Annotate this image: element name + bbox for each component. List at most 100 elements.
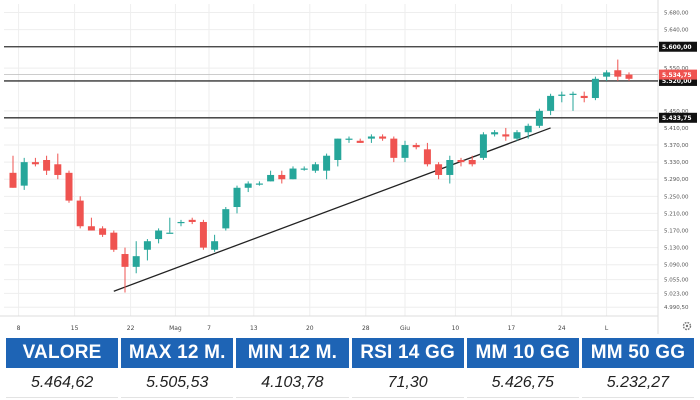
level-price-label: 5.520,00	[662, 78, 692, 85]
x-tick-label: 20	[306, 325, 314, 332]
y-tick-label: 5.210,00	[664, 211, 689, 217]
candle-body	[300, 168, 308, 170]
candle-body	[87, 226, 95, 231]
candle-body	[491, 132, 499, 135]
candle-body	[569, 93, 577, 95]
y-tick-label: 5.170,00	[664, 229, 689, 235]
candle-body	[367, 136, 375, 139]
last-price-label: 5.534,75	[662, 72, 692, 79]
x-tick-label: 13	[250, 325, 258, 332]
y-tick-label: 5.090,00	[664, 263, 689, 269]
header-mm-50: MM 50 GG	[581, 338, 695, 368]
candle-body	[155, 230, 163, 240]
candle-body	[76, 200, 84, 227]
header-valore: VALORE	[6, 338, 119, 368]
candle-body	[457, 160, 465, 163]
x-tick-label: 7	[207, 325, 211, 332]
candle-body	[110, 232, 118, 250]
level-price-label: 5.433,75	[662, 115, 692, 122]
level-price-tag	[659, 41, 697, 52]
candle-body	[311, 164, 319, 171]
candle-body	[65, 172, 73, 201]
candle-body	[121, 254, 129, 267]
value-min-12m: 4.103,78	[236, 368, 349, 398]
x-tick-label: 8	[17, 325, 21, 332]
y-tick-label: 5.250,00	[664, 194, 689, 200]
candle-body	[423, 149, 431, 165]
candle-body	[345, 138, 353, 140]
candle-body	[379, 136, 387, 139]
candle-body	[267, 174, 275, 182]
candle-body	[188, 219, 196, 222]
value-max-12m: 5.505,53	[121, 368, 234, 398]
candle-body	[132, 256, 140, 267]
stats-header-row: VALORE MAX 12 M. MIN 12 M. RSI 14 GG MM …	[6, 338, 695, 368]
x-tick-label: 17	[508, 325, 516, 332]
candle-body	[513, 132, 521, 139]
value-valore: 5.464,62	[6, 368, 119, 398]
value-rsi-14: 71,30	[351, 368, 464, 398]
x-tick-label: 15	[71, 325, 79, 332]
header-min-12m: MIN 12 M.	[236, 338, 349, 368]
candle-body	[390, 138, 398, 158]
candle-body	[356, 140, 364, 143]
candle-body	[435, 164, 443, 175]
gear-icon	[682, 321, 692, 331]
candle-body	[222, 209, 230, 229]
y-tick-label: 5.055,00	[664, 278, 689, 284]
x-tick-label: 10	[452, 325, 460, 332]
candle-body	[166, 232, 174, 234]
last-price-tag	[659, 69, 697, 80]
stats-value-row: 5.464,62 5.505,53 4.103,78 71,30 5.426,7…	[6, 368, 695, 398]
candle-body	[614, 70, 622, 77]
header-rsi-14: RSI 14 GG	[351, 338, 464, 368]
candle-body	[20, 162, 28, 186]
candle-body	[524, 125, 532, 133]
y-tick-label: 5.370,00	[664, 143, 689, 149]
candle-body	[535, 110, 543, 126]
candle-body	[99, 228, 107, 235]
y-tick-label: 5.450,00	[664, 109, 689, 115]
y-tick-label: 5.330,00	[664, 160, 689, 166]
candle-body	[233, 187, 241, 208]
candle-body	[54, 164, 62, 175]
candle-body	[412, 145, 420, 148]
candle-body	[143, 241, 151, 250]
y-tick-label: 5.410,00	[664, 126, 689, 132]
candle-body	[244, 183, 252, 188]
x-tick-label: 28	[362, 325, 370, 332]
value-mm-50: 5.232,27	[581, 368, 695, 398]
y-tick-label: 5.290,00	[664, 177, 689, 183]
chart-canvas: 4.990,50 5.023,00 5.055,00 5.090,00 5.130,00…	[0, 0, 697, 334]
candle-body	[278, 174, 286, 180]
candle-body	[446, 160, 454, 175]
header-max-12m: MAX 12 M.	[121, 338, 234, 368]
candle-body	[199, 221, 207, 248]
candle-body	[603, 72, 611, 77]
y-tick-label: 5.680,00	[664, 11, 689, 17]
value-mm-10: 5.426,75	[466, 368, 579, 398]
y-tick-label: 5.023,00	[664, 291, 689, 297]
x-tick-label: 22	[127, 325, 135, 332]
candlestick-chart: 4.990,50 5.023,00 5.055,00 5.090,00 5.130,00…	[0, 0, 697, 334]
x-tick-label: Mag	[169, 325, 182, 332]
y-tick-label: 5.130,00	[664, 246, 689, 252]
candle-body	[211, 241, 219, 250]
candle-body	[625, 74, 633, 79]
candle-body	[580, 95, 588, 99]
candle-body	[558, 94, 566, 96]
x-tick-label: 24	[558, 325, 566, 332]
stats-table: VALORE MAX 12 M. MIN 12 M. RSI 14 GG MM …	[6, 338, 695, 398]
level-price-label: 5.600,00	[662, 44, 692, 51]
trend-line	[113, 127, 551, 292]
candle-body	[43, 160, 51, 171]
candle-body	[479, 134, 487, 158]
candle-body	[468, 160, 476, 165]
level-price-tag	[659, 75, 697, 86]
y-tick-label: 4.990,50	[664, 305, 689, 311]
candle-body	[401, 145, 409, 158]
candle-body	[547, 95, 555, 111]
candle-body	[9, 172, 17, 188]
y-tick-label: 5.640,00	[664, 28, 689, 34]
candle-body	[255, 183, 263, 185]
